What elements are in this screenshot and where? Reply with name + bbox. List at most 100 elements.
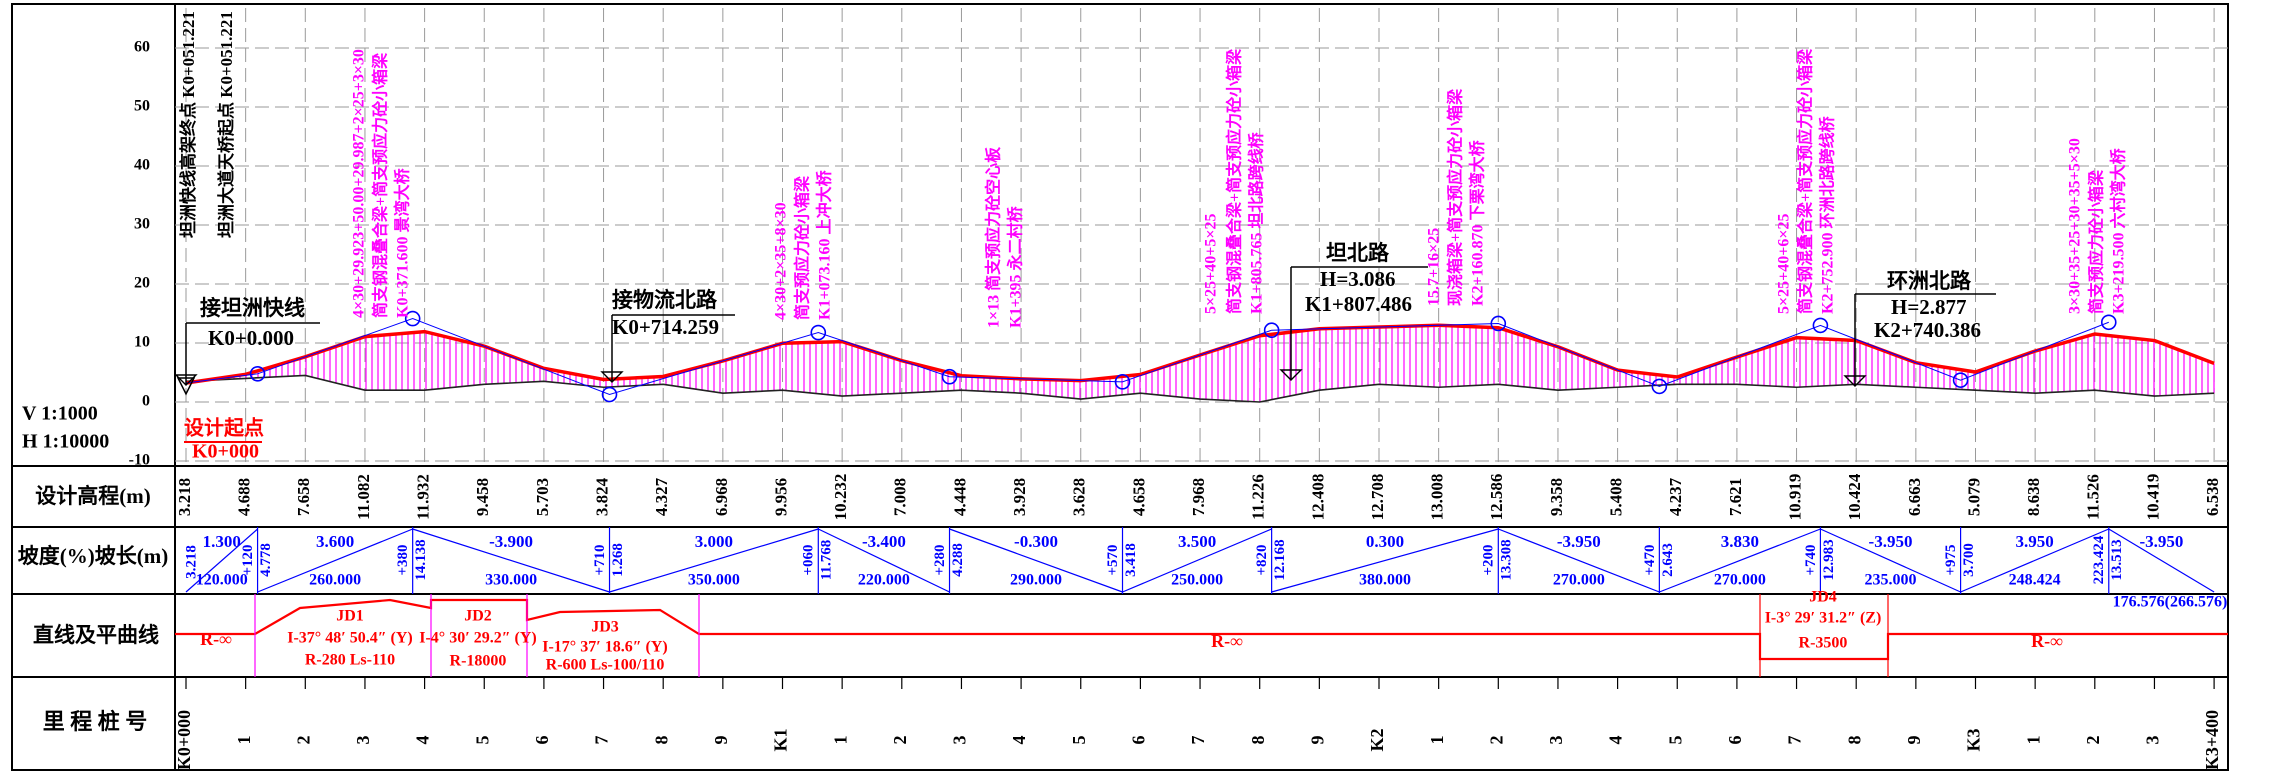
pvi-elevation: 11.768 [819,540,835,580]
pvi-station: 223.424 [2091,535,2107,584]
station-label: 9 [1904,736,1924,745]
pvi-elevation: 4.288 [950,543,966,577]
structure-note: 坦洲快线高架终点 K0+051.221 [178,11,198,238]
curve-radius: R-280 Ls-110 [305,652,395,669]
pvi-station: +975 [1943,544,1959,575]
bridge-note: 简支钢混叠合梁+简支预应力砼小箱梁 [371,52,390,318]
grade-length: 380.000 [1359,572,1411,589]
grade-length: 350.000 [688,572,740,589]
row-title: 直线及平曲线 [33,623,159,647]
design-elevation: 10.919 [1785,474,1804,521]
design-elevation: 9.458 [473,478,492,516]
station-label: 2 [890,736,910,745]
pvi-station: +380 [395,544,411,575]
horizontal-scale: H 1:10000 [22,431,109,453]
grade-value: -3.950 [2139,532,2183,551]
station-label: 3 [2143,736,2163,745]
bridge-note: K0+371.600 景湾大桥 [393,167,412,318]
station-label: 3 [1546,736,1566,745]
curve-radius: R-3500 [1799,635,1848,652]
bridge-note: K1+805.765 坦北路跨线桥 [1247,131,1266,314]
design-elevation: 11.226 [1249,474,1268,520]
design-elevation: 10.419 [2143,474,2162,521]
pvi-elevation: 4.778 [258,543,274,577]
station-label: 6 [532,736,552,745]
row-title: 里 程 桩 号 [43,709,148,734]
bridge-note: 简支钢混叠合梁+简支预应力砼小箱梁 [1225,48,1244,314]
design-elevation: 4.688 [235,478,254,516]
station-label: 5 [1069,736,1089,745]
annotation-text: 环洲北路 [1887,269,1972,293]
design-elevation: 11.526 [2084,474,2103,520]
grade-value: -3.950 [1869,532,1913,551]
design-elevation: 12.586 [1487,474,1506,521]
design-elevation: 3.628 [1070,478,1089,516]
pvi-station: +820 [1254,544,1270,575]
design-elevation: 5.703 [533,478,552,516]
station-label: 5 [1665,736,1685,745]
design-elevation: 3.218 [175,478,194,516]
tangent-label: R-∞ [200,629,232,649]
station-label: K0+000 [174,710,194,770]
grade-value: -3.400 [862,532,906,551]
station-label: K3+400 [2202,710,2222,770]
pvi-elevation: 13.308 [1499,539,1515,580]
design-elevation: 6.538 [2203,478,2222,516]
profile-drawing: V 1:1000 H 1:10000 设计高程(m) 坡度(%)坡长(m) 直线… [0,0,2284,774]
grade-value: 3.600 [316,532,354,551]
bridge-note: 15.7+16×25 [1426,228,1443,306]
pvi-elevation: 12.168 [1272,539,1288,580]
pvi-station: +200 [1481,544,1497,575]
curve-angle: I-17° 37′ 18.6″ (Y) [542,639,668,656]
bridge-note: 简支预应力砼小箱梁 [2087,169,2106,314]
grade-length: 235.000 [1864,572,1916,589]
y-tick-label: 60 [134,39,150,56]
annotation-text: 接物流北路 [612,288,718,312]
station-label: 2 [1486,736,1506,745]
pvi-elevation: 3.700 [1961,543,1977,577]
design-elevation: 13.008 [1428,474,1447,521]
design-elevation: 12.708 [1368,474,1387,521]
station-label: 8 [651,736,671,745]
y-tick-label: 50 [134,98,150,115]
annotation-text: K0+0.000 [208,326,294,350]
station-label: 8 [1844,736,1864,745]
station-label: 6 [1129,736,1149,745]
curve-angle: I-37° 48′ 50.4″ (Y) [287,630,413,647]
design-elevation: 5.079 [1964,478,1983,516]
curve-name: JD4 [1809,589,1837,606]
y-tick-label: 30 [134,216,150,233]
design-elevation: 11.932 [414,474,433,520]
design-elevation: 8.638 [2024,478,2043,516]
station-label: 4 [1606,736,1626,745]
pvi-station: +120 [240,544,256,575]
bridge-note: 1×13 简支预应力砼空心板 [984,146,1003,328]
station-label: 3 [353,736,373,745]
grade-length: 330.000 [485,572,537,589]
station-label: 1 [2023,736,2043,745]
grade-length: 290.000 [1010,572,1062,589]
annotation-text: 接坦洲快线 [200,296,305,320]
pvi-elevation: 12.983 [1821,539,1837,580]
design-elevation: 4.448 [950,478,969,516]
station-label: 7 [1188,736,1208,745]
station-label: 6 [1725,736,1745,745]
grade-length: 220.000 [858,572,910,589]
station-label: 1 [830,736,850,745]
grade-length: 248.424 [2009,572,2061,589]
station-label: K2 [1367,728,1387,751]
grade-value: 3.000 [695,532,733,551]
design-elevation: 9.358 [1547,478,1566,516]
station-label: 7 [592,736,612,745]
pvi-station: +570 [1105,544,1121,575]
bridge-note: 5×25+40+5×25 [1203,214,1220,314]
grade-value: 0.300 [1366,532,1404,551]
start-label: 设计起点 [184,417,264,440]
grade-value: 3.950 [2016,532,2054,551]
curve-angle: I-4° 30′ 29.2″ (Y) [419,630,537,647]
y-tick-label: 0 [142,393,150,410]
design-elevation: 10.424 [1845,473,1864,520]
design-elevation: 3.824 [592,477,611,516]
y-tick-label: 40 [134,157,150,174]
grade-length: 250.000 [1171,572,1223,589]
